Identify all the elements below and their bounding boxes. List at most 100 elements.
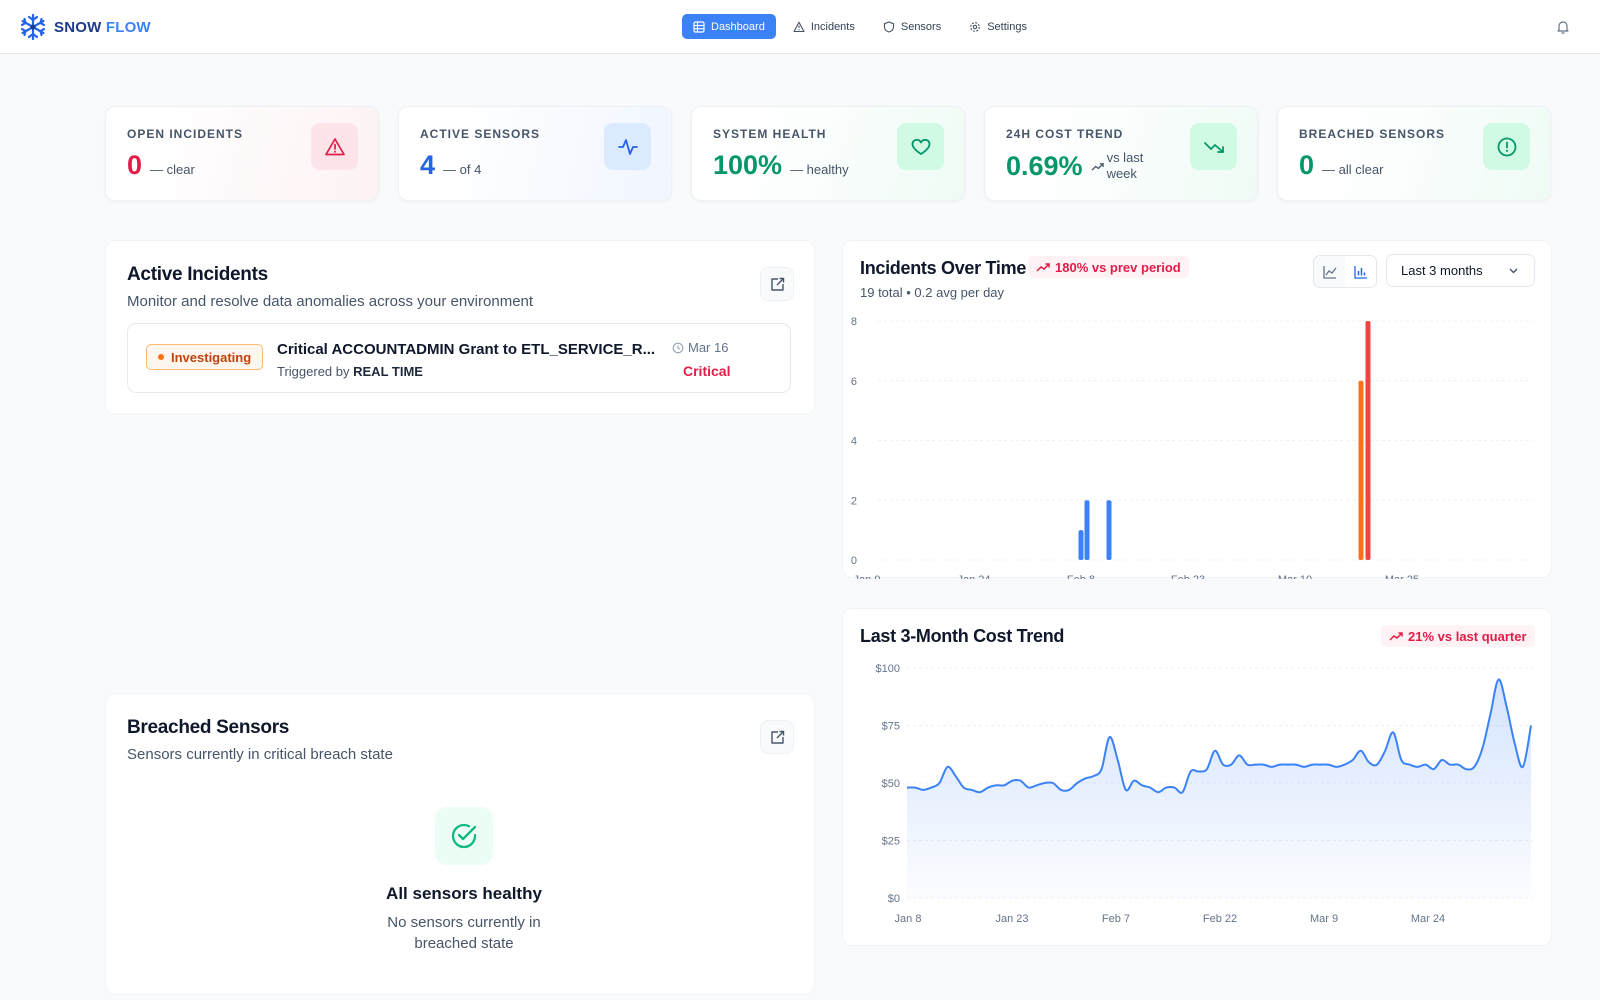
- healthy-badge: [435, 807, 493, 865]
- incident-title: Critical ACCOUNTADMIN Grant to ETL_SERVI…: [277, 341, 656, 358]
- bar: [1106, 500, 1112, 560]
- heart-icon: [911, 138, 930, 155]
- y-tick-label: $50: [882, 778, 900, 790]
- x-tick-label: Feb 23: [1171, 574, 1205, 579]
- y-tick-label: $75: [882, 721, 900, 733]
- range-select-value: Last 3 months: [1401, 263, 1483, 278]
- stat-sub: — clear: [150, 162, 195, 177]
- nav-label: Dashboard: [711, 20, 765, 33]
- nav-label: Settings: [987, 20, 1027, 33]
- y-tick-label: $100: [876, 663, 900, 675]
- incident-row[interactable]: Investigating Critical ACCOUNTADMIN Gran…: [127, 323, 791, 393]
- stat-label: 24H COST TREND: [1006, 127, 1124, 141]
- check-circle-icon: [451, 823, 477, 849]
- stat-open-incidents[interactable]: OPEN INCIDENTS 0 — clear: [105, 106, 379, 201]
- stat-label: SYSTEM HEALTH: [713, 127, 827, 141]
- panel-title: Breached Sensors: [127, 717, 290, 738]
- area-fill: [907, 679, 1531, 898]
- incident-trigger: Triggered by REAL TIME: [277, 364, 423, 379]
- stat-system-health[interactable]: SYSTEM HEALTH 100% — healthy: [691, 106, 965, 201]
- stat-sub: — all clear: [1322, 162, 1384, 177]
- stat-label: ACTIVE SENSORS: [420, 127, 541, 141]
- x-tick-label: Feb 22: [1203, 913, 1237, 925]
- line-chart-icon: [1322, 265, 1337, 279]
- stat-value: 4: [420, 150, 436, 180]
- x-tick-label: Jan 9: [854, 574, 881, 579]
- bar: [1365, 321, 1371, 560]
- bar: [1078, 530, 1084, 560]
- x-tick-label: Mar 24: [1411, 913, 1445, 925]
- nav-label: Sensors: [900, 20, 942, 33]
- chart-type-toggle: [1313, 255, 1377, 288]
- nav-dashboard[interactable]: Dashboard: [682, 14, 776, 39]
- external-link-icon: [770, 277, 784, 291]
- alert-circle-icon: [1497, 137, 1516, 156]
- grid-icon: [693, 20, 705, 33]
- y-tick-label: 6: [851, 376, 857, 388]
- stat-sub: — healthy: [790, 162, 849, 177]
- y-tick-label: 4: [851, 436, 857, 448]
- nav-settings[interactable]: Settings: [958, 14, 1038, 39]
- incidents-chart-panel: Incidents Over Time 180% vs prev period …: [842, 240, 1552, 579]
- warning-icon: [324, 137, 345, 155]
- cost-chart-panel: Last 3-Month Cost Trend 21% vs last quar…: [842, 608, 1552, 946]
- bell-icon[interactable]: [1555, 19, 1571, 35]
- stat-label: OPEN INCIDENTS: [127, 127, 244, 141]
- nav-incidents[interactable]: Incidents: [782, 14, 866, 39]
- open-incidents-button[interactable]: [760, 267, 794, 301]
- cost-line: [906, 678, 1532, 794]
- stat-cost-trend[interactable]: 24H COST TREND 0.69% vs last week: [984, 106, 1258, 201]
- x-tick-label: Feb 8: [1067, 574, 1095, 579]
- line-chart-toggle[interactable]: [1314, 256, 1345, 287]
- stat-sub: vs last week: [1106, 150, 1144, 181]
- x-tick-label: Feb 7: [1102, 913, 1130, 925]
- x-tick-label: Mar 25: [1385, 574, 1419, 579]
- bar: [1084, 500, 1090, 560]
- open-sensors-button[interactable]: [760, 720, 794, 754]
- severity-label: Critical: [683, 363, 731, 379]
- snowflake-icon: [20, 13, 46, 41]
- stat-active-sensors[interactable]: ACTIVE SENSORS 4 — of 4: [398, 106, 672, 201]
- trend-badge: 21% vs last quarter: [1381, 625, 1535, 647]
- trending-up-icon: [1091, 162, 1104, 171]
- trending-up-icon: [1036, 263, 1050, 272]
- bar-chart-toggle[interactable]: [1345, 256, 1376, 287]
- stat-value: 0: [1299, 150, 1315, 180]
- chart-title: Incidents Over Time: [860, 258, 1027, 278]
- nav-sensors[interactable]: Sensors: [872, 14, 952, 39]
- main-nav: Dashboard Incidents Sensors Settings: [682, 14, 1038, 39]
- cost-area-chart: $0 $25 $50 $75 $100 Jan 8 Jan 23 Feb 7 Feb 22 Mar…: [876, 663, 1533, 925]
- y-tick-label: $25: [882, 836, 900, 848]
- x-tick-label: Mar 10: [1278, 574, 1312, 579]
- stat-value: 0.69%: [1006, 150, 1083, 181]
- x-tick-label: Jan 8: [895, 913, 922, 925]
- stat-breached-sensors[interactable]: BREACHED SENSORS 0 — all clear: [1277, 106, 1551, 201]
- trend-badge: 180% vs prev period: [1028, 256, 1189, 278]
- y-tick-label: $0: [888, 893, 900, 905]
- x-tick-label: Mar 9: [1310, 913, 1338, 925]
- y-tick-label: 0: [851, 555, 857, 567]
- x-tick-label: Jan 23: [995, 913, 1028, 925]
- panel-title: Active Incidents: [127, 264, 268, 285]
- status-badge: Investigating: [146, 344, 264, 370]
- empty-state-title: All sensors healthy: [386, 884, 542, 903]
- panel-subtitle: Sensors currently in critical breach sta…: [127, 746, 393, 763]
- range-select[interactable]: Last 3 months: [1386, 254, 1535, 287]
- trending-down-icon: [1203, 141, 1224, 153]
- nav-label: Incidents: [810, 20, 855, 33]
- bar: [1358, 380, 1364, 560]
- breached-sensors-panel: Breached Sensors Sensors currently in cr…: [105, 693, 815, 995]
- empty-state-subtitle: No sensors currently in breached state: [387, 914, 541, 952]
- brand[interactable]: SNOW FLOW: [18, 12, 151, 42]
- incident-date: Mar 16: [672, 340, 728, 355]
- bar-chart-icon: [1353, 265, 1367, 279]
- y-tick-label: 2: [851, 495, 857, 507]
- chevron-down-icon: [1509, 268, 1518, 274]
- brand-name: SNOW FLOW: [54, 18, 151, 36]
- trending-up-icon: [1389, 632, 1403, 641]
- stat-value: 0: [127, 150, 143, 180]
- shield-icon: [883, 20, 894, 33]
- incidents-bar-chart: 0 2 4 6 8 Jan 9 Jan 24 Feb 8 Feb 23 Mar 10 Mar 25: [851, 316, 1533, 579]
- activity-icon: [617, 138, 638, 155]
- stat-label: BREACHED SENSORS: [1299, 127, 1446, 141]
